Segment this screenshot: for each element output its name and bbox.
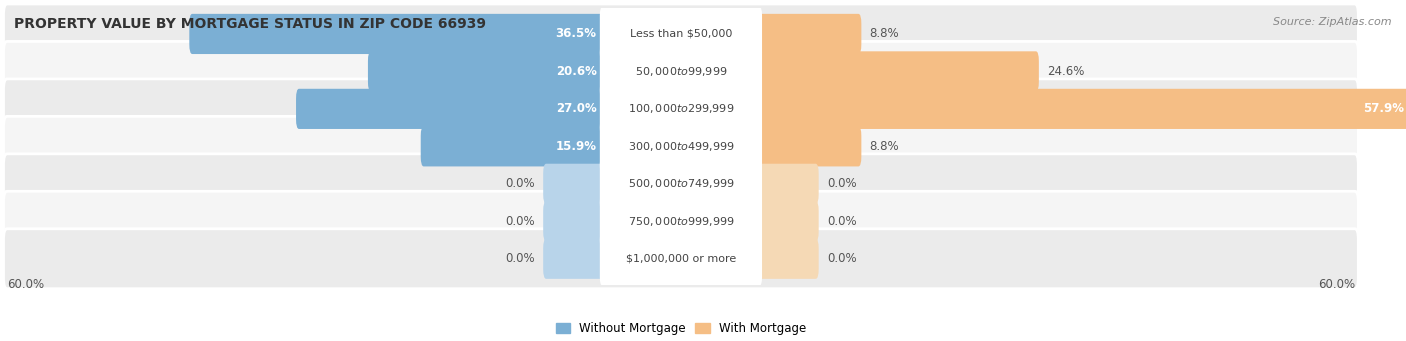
FancyBboxPatch shape [600,194,762,248]
FancyBboxPatch shape [543,201,605,241]
FancyBboxPatch shape [756,201,818,241]
Text: $50,000 to $99,999: $50,000 to $99,999 [634,65,727,78]
FancyBboxPatch shape [4,191,1358,251]
Text: 24.6%: 24.6% [1047,65,1084,78]
Text: 60.0%: 60.0% [7,278,44,291]
Text: $750,000 to $999,999: $750,000 to $999,999 [627,215,734,228]
FancyBboxPatch shape [756,51,1039,91]
Text: 0.0%: 0.0% [505,252,534,265]
Text: 36.5%: 36.5% [555,27,596,41]
FancyBboxPatch shape [4,79,1358,139]
Text: 0.0%: 0.0% [827,177,856,190]
Text: $300,000 to $499,999: $300,000 to $499,999 [627,140,734,153]
FancyBboxPatch shape [4,154,1358,214]
FancyBboxPatch shape [600,82,762,136]
FancyBboxPatch shape [756,239,818,279]
Text: 0.0%: 0.0% [827,215,856,228]
FancyBboxPatch shape [4,4,1358,64]
Text: $500,000 to $749,999: $500,000 to $749,999 [627,177,734,190]
FancyBboxPatch shape [4,42,1358,101]
FancyBboxPatch shape [4,229,1358,289]
FancyBboxPatch shape [600,157,762,211]
Text: 27.0%: 27.0% [555,102,596,115]
FancyBboxPatch shape [600,232,762,285]
Text: 0.0%: 0.0% [505,177,534,190]
FancyBboxPatch shape [368,51,605,91]
Text: Source: ZipAtlas.com: Source: ZipAtlas.com [1274,17,1392,27]
FancyBboxPatch shape [297,89,605,129]
Text: 8.8%: 8.8% [870,140,900,153]
Text: 60.0%: 60.0% [1317,278,1355,291]
Legend: Without Mortgage, With Mortgage: Without Mortgage, With Mortgage [551,317,811,340]
FancyBboxPatch shape [190,14,605,54]
Text: $100,000 to $299,999: $100,000 to $299,999 [627,102,734,115]
Text: 57.9%: 57.9% [1364,102,1405,115]
FancyBboxPatch shape [756,89,1406,129]
FancyBboxPatch shape [756,14,862,54]
Text: PROPERTY VALUE BY MORTGAGE STATUS IN ZIP CODE 66939: PROPERTY VALUE BY MORTGAGE STATUS IN ZIP… [14,17,486,31]
FancyBboxPatch shape [543,164,605,204]
Text: 0.0%: 0.0% [827,252,856,265]
FancyBboxPatch shape [420,126,605,166]
Text: 0.0%: 0.0% [505,215,534,228]
FancyBboxPatch shape [600,120,762,173]
Text: 15.9%: 15.9% [555,140,596,153]
FancyBboxPatch shape [543,239,605,279]
FancyBboxPatch shape [600,7,762,61]
Text: Less than $50,000: Less than $50,000 [630,29,733,39]
FancyBboxPatch shape [600,45,762,98]
FancyBboxPatch shape [4,116,1358,176]
FancyBboxPatch shape [756,126,862,166]
Text: 8.8%: 8.8% [870,27,900,41]
Text: $1,000,000 or more: $1,000,000 or more [626,254,737,264]
FancyBboxPatch shape [756,164,818,204]
Text: 20.6%: 20.6% [555,65,596,78]
